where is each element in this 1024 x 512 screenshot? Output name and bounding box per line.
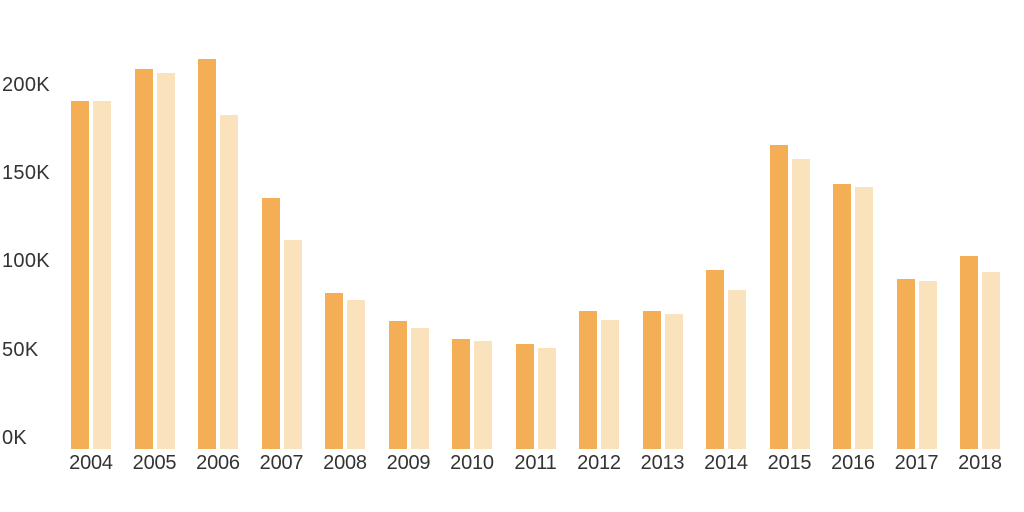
bar-light xyxy=(93,101,111,449)
bar-light xyxy=(791,159,810,449)
bar-dark xyxy=(452,339,470,449)
bar-dark xyxy=(515,344,534,449)
y-axis-label: 0K xyxy=(2,426,28,449)
bar-light xyxy=(664,314,683,449)
bar-light xyxy=(855,187,873,449)
bar-dark xyxy=(642,310,661,449)
bar-dark xyxy=(388,321,407,449)
x-axis-label: 2014 xyxy=(704,452,748,474)
y-axis-label: 200K xyxy=(2,74,50,97)
x-axis-label: 2012 xyxy=(577,452,621,474)
bar-light xyxy=(982,272,1000,449)
bar-dark xyxy=(833,183,851,449)
bar-dark xyxy=(706,270,724,449)
bar-light xyxy=(156,72,175,449)
x-axis-label: 2013 xyxy=(640,452,685,474)
bar-light xyxy=(537,347,556,449)
bar-light xyxy=(347,300,365,449)
bar-light xyxy=(220,115,238,449)
bar-dark xyxy=(198,58,216,449)
x-axis-label: 2018 xyxy=(958,452,1002,474)
x-axis-label: 2006 xyxy=(196,452,240,474)
bar-dark xyxy=(71,101,89,449)
x-axis-label: 2004 xyxy=(69,452,113,474)
bar-dark xyxy=(769,145,788,449)
x-axis-label: 2017 xyxy=(894,452,939,474)
bar-dark xyxy=(579,310,597,449)
x-axis-label: 2010 xyxy=(450,452,494,474)
y-axis-label: 150K xyxy=(2,162,50,185)
bar-light xyxy=(283,240,302,449)
x-axis-label: 2005 xyxy=(132,452,177,474)
bar-light xyxy=(474,340,492,449)
bar-light xyxy=(728,289,746,449)
bar-light xyxy=(410,328,429,449)
bar-dark xyxy=(325,293,343,449)
bar-dark xyxy=(261,198,280,449)
x-axis-label: 2008 xyxy=(323,452,367,474)
x-axis-label: 2015 xyxy=(767,452,812,474)
bar-light xyxy=(918,280,937,449)
y-axis-label: 100K xyxy=(2,250,50,273)
bar-light xyxy=(601,319,619,449)
y-axis-label: 50K xyxy=(2,338,39,361)
bar-dark xyxy=(960,256,978,449)
x-axis-label: 2009 xyxy=(386,452,431,474)
bar-dark xyxy=(896,279,915,449)
x-axis-label: 2007 xyxy=(259,452,304,474)
x-axis-label: 2016 xyxy=(831,452,875,474)
bar-dark xyxy=(134,69,153,449)
x-axis-label: 2011 xyxy=(514,452,557,474)
